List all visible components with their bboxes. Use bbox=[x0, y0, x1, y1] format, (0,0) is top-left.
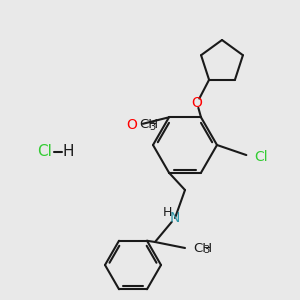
Text: H: H bbox=[62, 145, 74, 160]
Text: O: O bbox=[192, 96, 203, 110]
Text: N: N bbox=[170, 211, 180, 225]
Text: Cl: Cl bbox=[38, 145, 52, 160]
Text: 3: 3 bbox=[149, 122, 156, 132]
Text: CH: CH bbox=[139, 118, 158, 131]
Text: 3: 3 bbox=[203, 245, 209, 255]
Text: H: H bbox=[162, 206, 172, 220]
Text: Cl: Cl bbox=[254, 150, 268, 164]
Text: O: O bbox=[126, 118, 137, 132]
Text: CH: CH bbox=[193, 242, 212, 254]
